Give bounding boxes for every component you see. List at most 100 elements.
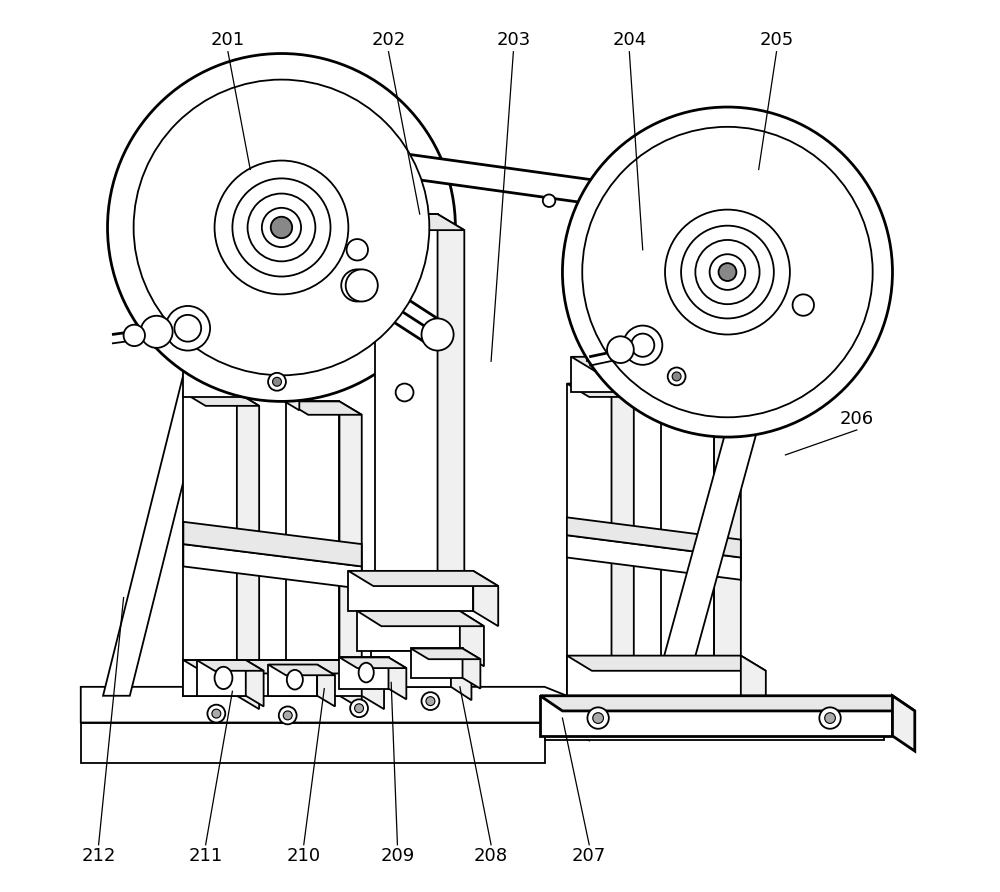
Text: 207: 207 [572, 847, 606, 865]
Text: 203: 203 [496, 31, 531, 49]
Polygon shape [678, 357, 703, 408]
Polygon shape [371, 651, 451, 687]
Circle shape [232, 178, 331, 277]
Circle shape [681, 226, 774, 318]
Polygon shape [183, 544, 362, 589]
Polygon shape [183, 366, 277, 397]
Circle shape [422, 318, 454, 351]
Polygon shape [567, 535, 741, 580]
Polygon shape [246, 660, 264, 706]
Circle shape [695, 240, 760, 304]
Polygon shape [375, 214, 438, 571]
Text: 206: 206 [840, 410, 874, 428]
Circle shape [825, 713, 835, 723]
Circle shape [793, 294, 814, 316]
Polygon shape [197, 348, 279, 359]
Circle shape [819, 707, 841, 729]
Text: 204: 204 [612, 31, 646, 49]
Circle shape [124, 325, 145, 346]
Circle shape [668, 368, 686, 385]
Circle shape [719, 263, 736, 281]
Polygon shape [587, 339, 652, 361]
Polygon shape [357, 147, 678, 216]
Circle shape [426, 697, 435, 706]
Polygon shape [339, 657, 406, 668]
Polygon shape [892, 696, 915, 751]
Polygon shape [197, 660, 264, 671]
Text: 201: 201 [211, 31, 245, 49]
Polygon shape [411, 648, 463, 678]
Polygon shape [354, 274, 445, 346]
Polygon shape [438, 214, 464, 587]
Circle shape [672, 372, 681, 381]
Polygon shape [183, 660, 384, 673]
Ellipse shape [287, 670, 303, 690]
Polygon shape [339, 657, 388, 689]
Polygon shape [286, 401, 362, 415]
Text: 205: 205 [759, 31, 794, 49]
Polygon shape [567, 656, 766, 671]
Text: 210: 210 [287, 847, 321, 865]
Circle shape [262, 208, 301, 247]
Polygon shape [571, 357, 678, 392]
Text: 212: 212 [81, 847, 116, 865]
Polygon shape [268, 665, 335, 675]
Polygon shape [197, 660, 246, 696]
Circle shape [422, 692, 439, 710]
Circle shape [623, 326, 662, 365]
Polygon shape [237, 392, 259, 709]
Text: 211: 211 [189, 847, 223, 865]
Polygon shape [388, 657, 406, 699]
Circle shape [268, 373, 286, 391]
Polygon shape [451, 651, 471, 700]
Polygon shape [183, 660, 362, 696]
Polygon shape [277, 366, 299, 410]
Polygon shape [81, 687, 589, 740]
Polygon shape [540, 696, 915, 711]
Polygon shape [286, 401, 339, 696]
Polygon shape [197, 348, 259, 368]
Circle shape [212, 709, 221, 718]
Polygon shape [567, 384, 634, 397]
Polygon shape [81, 723, 545, 763]
Polygon shape [567, 656, 741, 696]
Polygon shape [411, 648, 480, 659]
Circle shape [248, 194, 315, 261]
Polygon shape [463, 648, 480, 689]
Text: 202: 202 [371, 31, 406, 49]
Circle shape [283, 711, 292, 720]
Polygon shape [348, 571, 498, 586]
Polygon shape [571, 357, 703, 372]
Circle shape [347, 239, 368, 260]
Circle shape [665, 210, 790, 334]
Circle shape [108, 54, 455, 401]
Polygon shape [612, 384, 634, 709]
Polygon shape [103, 375, 210, 696]
Polygon shape [460, 611, 484, 666]
Polygon shape [183, 392, 259, 406]
Text: 208: 208 [474, 847, 508, 865]
Polygon shape [317, 665, 335, 706]
Circle shape [543, 194, 555, 207]
Polygon shape [741, 656, 766, 711]
Circle shape [631, 334, 654, 357]
Text: 209: 209 [380, 847, 415, 865]
Ellipse shape [215, 667, 232, 689]
Polygon shape [567, 517, 741, 558]
Ellipse shape [359, 663, 374, 682]
Polygon shape [473, 571, 498, 626]
Polygon shape [567, 384, 612, 696]
Circle shape [355, 704, 364, 713]
Polygon shape [362, 660, 384, 709]
Circle shape [341, 269, 373, 301]
Polygon shape [357, 611, 484, 626]
Circle shape [607, 336, 634, 363]
Circle shape [207, 705, 225, 723]
Circle shape [273, 377, 281, 386]
Circle shape [215, 161, 348, 294]
Circle shape [350, 699, 368, 717]
Polygon shape [545, 696, 884, 740]
Circle shape [587, 707, 609, 729]
Polygon shape [183, 522, 362, 566]
Circle shape [346, 269, 378, 301]
